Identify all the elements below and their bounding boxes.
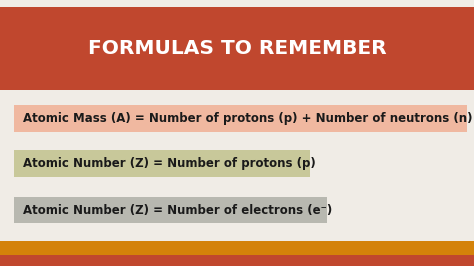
Bar	[0, 255, 474, 266]
Bar	[0, 90, 474, 246]
Bar	[14, 197, 327, 223]
Text: Atomic Number (Z) = Number of electrons (e⁻): Atomic Number (Z) = Number of electrons …	[23, 204, 332, 217]
Bar	[14, 150, 310, 177]
Text: FORMULAS TO REMEMBER: FORMULAS TO REMEMBER	[88, 39, 386, 58]
Bar	[0, 7, 474, 90]
Bar	[14, 105, 467, 132]
Bar	[0, 241, 474, 255]
Text: Atomic Mass (A) = Number of protons (p) + Number of neutrons (n): Atomic Mass (A) = Number of protons (p) …	[23, 112, 472, 125]
Text: Atomic Number (Z) = Number of protons (p): Atomic Number (Z) = Number of protons (p…	[23, 157, 316, 170]
Bar	[0, 0, 474, 7]
